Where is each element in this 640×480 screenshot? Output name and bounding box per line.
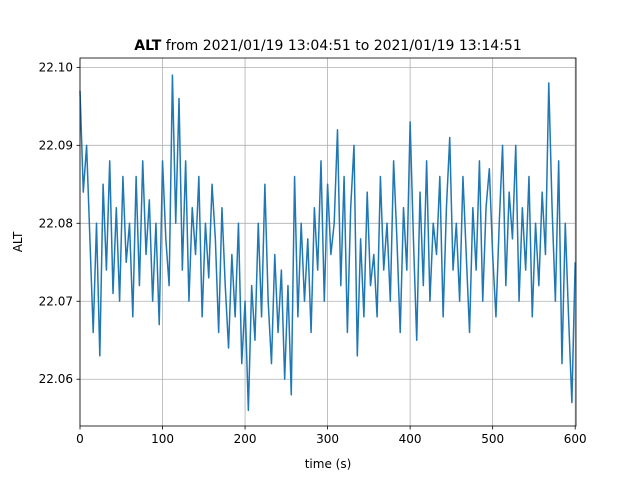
y-tick-label: 22.08 — [39, 216, 73, 230]
x-tick-label: 300 — [316, 432, 339, 446]
y-tick-label: 22.09 — [39, 138, 73, 152]
x-tick-label: 0 — [76, 432, 84, 446]
y-tick-label: 22.10 — [39, 60, 73, 74]
x-tick-label: 400 — [399, 432, 422, 446]
title-parameter: ALT — [134, 38, 161, 54]
x-tick-label: 600 — [564, 432, 587, 446]
y-tick-label: 22.06 — [39, 372, 73, 386]
x-axis-label: time (s) — [305, 457, 352, 471]
chart-title: ALT from 2021/01/19 13:04:51 to 2021/01/… — [134, 38, 521, 54]
title-text: from 2021/01/19 13:04:51 to 2021/01/19 1… — [166, 38, 522, 54]
data-line — [79, 74, 576, 412]
x-tick-label: 100 — [151, 432, 174, 446]
x-tick-label: 200 — [234, 432, 257, 446]
x-tick-label: 500 — [481, 432, 504, 446]
y-axis-label: ALT — [11, 231, 25, 252]
axes-frame — [79, 57, 577, 427]
y-tick-label: 22.07 — [39, 294, 73, 308]
